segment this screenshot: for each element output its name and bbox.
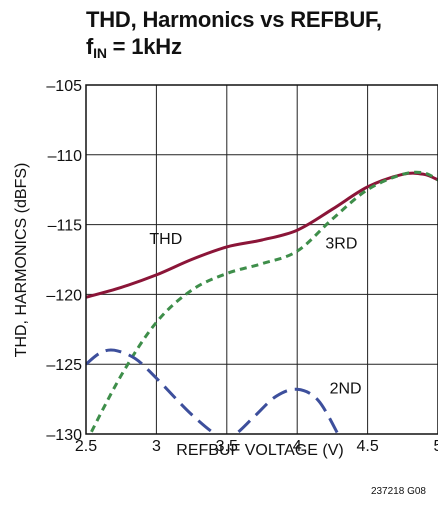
y-tick-label: –105	[46, 78, 82, 95]
figure-code: 237218 G08	[371, 486, 426, 497]
title-line2: fIN = 1kHz	[86, 34, 182, 61]
series-line-2nd	[86, 348, 340, 434]
series-line-thd	[86, 171, 438, 299]
y-tick-label: –115	[48, 218, 83, 235]
x-tick-label: 2.5	[75, 438, 97, 455]
x-tick-label: 4	[293, 438, 302, 455]
chart-title: THD, Harmonics vs REFBUF, fIN = 1kHz	[86, 6, 382, 67]
y-tick-label: –130	[46, 427, 82, 444]
plot-border	[85, 84, 438, 435]
y-tick-label: –110	[48, 148, 83, 165]
y-axis-label: THD, HARMONICS (dBFS)	[13, 163, 30, 358]
x-tick-label: 3.5	[216, 438, 238, 455]
x-tick-label: 5	[434, 438, 438, 455]
series-line-3rd	[88, 170, 438, 434]
y-tick-label: –125	[46, 357, 82, 374]
series-label-2nd: 2ND	[330, 381, 362, 398]
series-lines	[86, 170, 438, 434]
x-axis-label: REFBUF VOLTAGE (V)	[176, 442, 343, 459]
series-label-3rd: 3RD	[325, 235, 357, 252]
plot-frame	[85, 84, 438, 435]
series-labels: THD 3RD 2ND	[149, 231, 361, 397]
series-label-thd: THD	[149, 231, 182, 248]
x-tick-label: 4.5	[356, 438, 378, 455]
tick-labels: 2.5 3 3.5 4 4.5 5 –105 –110 –115 –120 –125 –130	[46, 78, 438, 455]
grid	[86, 85, 438, 434]
y-tick-label: –120	[46, 287, 82, 304]
title-line1: THD, Harmonics vs REFBUF,	[86, 7, 382, 32]
x-tick-label: 3	[152, 438, 161, 455]
